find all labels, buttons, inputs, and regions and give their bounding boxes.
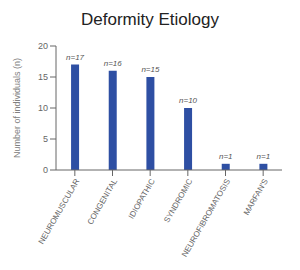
svg-text:0: 0 [43,165,48,175]
svg-text:20: 20 [38,41,48,51]
svg-text:n=16: n=16 [104,59,123,68]
svg-text:n=1: n=1 [219,152,233,161]
svg-text:SYNDROMIC: SYNDROMIC [162,177,194,224]
svg-text:n=17: n=17 [66,53,85,62]
svg-text:10: 10 [38,103,48,113]
svg-text:5: 5 [43,134,48,144]
svg-text:CONGENITAL: CONGENITAL [86,177,120,227]
svg-text:MARFAN'S: MARFAN'S [242,177,270,216]
svg-text:n=15: n=15 [141,65,160,74]
svg-text:NEUROMUSCULAR: NEUROMUSCULAR [37,177,82,246]
svg-text:NEUROFIBROMATOSIS: NEUROFIBROMATOSIS [180,177,232,258]
svg-text:Number of individuals (n): Number of individuals (n) [12,58,22,158]
svg-text:IDIOPATHIC: IDIOPATHIC [127,177,157,220]
svg-text:n=1: n=1 [257,152,271,161]
html-text:Deformity Etiology: Deformity Etiology [81,10,219,29]
svg-text:15: 15 [38,72,48,82]
svg-text:n=10: n=10 [179,96,198,105]
